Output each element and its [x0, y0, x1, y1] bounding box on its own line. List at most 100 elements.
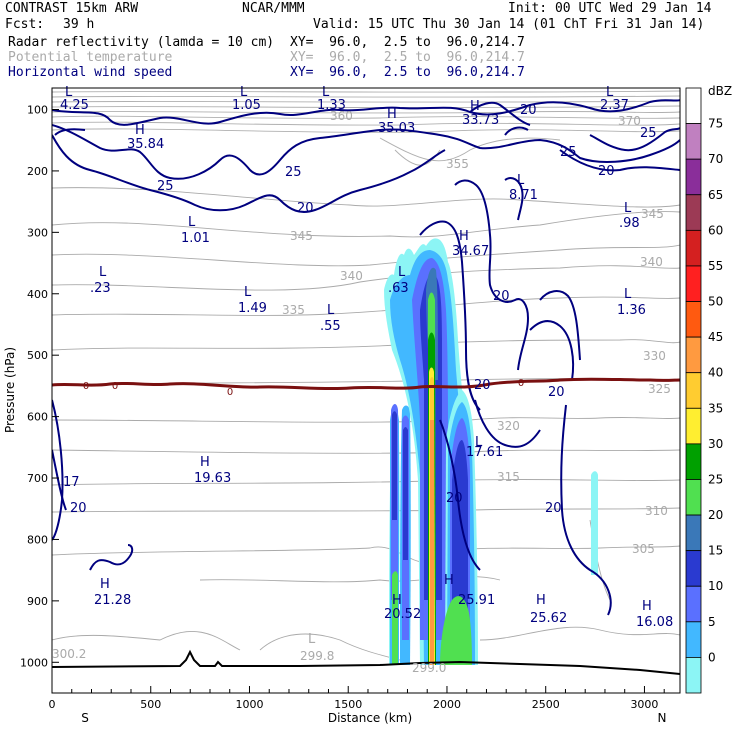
y-tick-label: 700	[27, 472, 48, 485]
colorbar-label: 20	[708, 508, 723, 522]
x-axis-label: Distance (km)	[328, 711, 412, 725]
colorbar-swatch	[685, 585, 702, 623]
y-axis-label: Pressure (hPa)	[3, 347, 17, 433]
colorbar-label: 15	[708, 544, 723, 558]
terrain-line	[52, 649, 680, 675]
extremum-type: H	[392, 593, 402, 608]
y-tick-label: 200	[27, 165, 48, 178]
colorbar-swatch	[685, 550, 702, 587]
colorbar-label: 70	[708, 152, 723, 166]
x-tick-label: 2000	[433, 698, 461, 711]
y-tick-label: 1000	[20, 656, 48, 669]
extremum-type: L	[624, 201, 632, 216]
theta-contours-upper	[52, 90, 680, 166]
x-axis-north: N	[658, 711, 667, 725]
init-time: Init: 00 UTC Wed 29 Jan 14	[508, 1, 712, 16]
extremum-value: 1.05	[232, 98, 261, 113]
y-tick-label: 600	[27, 411, 48, 424]
extremum-value: 20.52	[384, 607, 421, 622]
reflectivity-columns	[384, 238, 598, 665]
extremum-type: L	[99, 265, 107, 280]
extremum-value: 8.71	[509, 188, 538, 203]
extremum-type: L	[188, 215, 196, 230]
y-tick-label: 800	[27, 533, 48, 546]
x-tick-label: 0	[49, 698, 56, 711]
wind-label: 25	[640, 126, 657, 141]
extremum-value: 1.36	[617, 303, 646, 318]
reflectivity-col-strong	[440, 596, 472, 665]
colorbar-swatch	[685, 514, 702, 552]
forecast-hour: 39 h	[63, 17, 95, 32]
wind-label: 20	[493, 289, 510, 304]
x-tick-label: 500	[140, 698, 161, 711]
extremum-value: .63	[388, 281, 409, 296]
extremum-type: L	[475, 435, 483, 450]
extremum-type: L	[244, 285, 252, 300]
wind-label: 20	[545, 501, 562, 516]
extremum-value: .23	[90, 281, 111, 296]
theta-label: 310	[645, 504, 668, 518]
theta-label: 305	[632, 542, 655, 556]
theta-label: 320	[497, 419, 520, 433]
extremum-value: 34.67	[452, 244, 489, 259]
colorbar-swatch	[685, 123, 702, 160]
colorbar-label: 55	[708, 259, 723, 273]
colorbar-swatch	[685, 372, 702, 409]
extremum-type: L	[308, 632, 316, 647]
theta-label: 330	[643, 349, 666, 363]
extremum-type: H	[135, 123, 145, 138]
colorbar-label: 40	[708, 366, 723, 380]
colorbar-swatch	[685, 621, 702, 658]
theta-label: 340	[640, 255, 663, 269]
freezing-level: 0 0 0 0	[52, 377, 680, 398]
wind-label: 20	[548, 385, 565, 400]
reflectivity-col-mod	[392, 571, 398, 665]
reflectivity-col-mod	[403, 427, 408, 560]
wind-label: 25	[157, 179, 174, 194]
wind-contours	[52, 99, 680, 616]
valid-time: Valid: 15 UTC Thu 30 Jan 14 (01 ChT Fri …	[313, 17, 705, 32]
extremum-type: H	[642, 599, 652, 614]
colorbar-swatch	[685, 479, 702, 516]
extremum-type: H	[470, 99, 480, 114]
field-xy-reflectivity: XY= 96.0, 2.5 to 96.0,214.7	[290, 35, 525, 50]
colorbar-swatch	[685, 229, 702, 267]
axes: 0 500 1000 1500 2000 2500 30001002003004005006…	[20, 103, 665, 711]
colorbar-swatch	[685, 407, 702, 445]
theta-contours-mid	[52, 187, 680, 666]
x-axis-south: S	[81, 711, 89, 725]
extremum-value: .55	[320, 319, 341, 334]
wind-label: 25	[285, 165, 302, 180]
colorbar-label: 30	[708, 437, 723, 451]
field-name-wind: Horizontal wind speed	[8, 65, 173, 80]
extremum-value: 25.91	[458, 593, 495, 608]
theta-label: 345	[290, 229, 313, 243]
extremum-type: L	[322, 85, 330, 100]
colorbar-label: 0	[708, 650, 716, 664]
freezing-label: 0	[83, 381, 89, 392]
y-tick-label: 500	[27, 349, 48, 362]
y-tick-label: 900	[27, 595, 48, 608]
extremum-value: 35.03	[378, 121, 415, 136]
colorbar-swatch	[685, 194, 702, 231]
model-title: CONTRAST 15km ARW	[5, 1, 139, 16]
wind-label: 20	[446, 491, 463, 506]
theta-label: 335	[282, 303, 305, 317]
theta-label: 345	[641, 207, 664, 221]
theta-label: 360	[330, 109, 353, 123]
theta-label: 299.0	[412, 661, 446, 675]
y-tick-label: 400	[27, 288, 48, 301]
extremum-type: L	[517, 173, 525, 188]
extremum-value: .98	[619, 216, 640, 231]
colorbar-label: 60	[708, 223, 723, 237]
extremum-value: 4.25	[60, 98, 89, 113]
y-tick-label: 300	[27, 226, 48, 239]
colorbar-swatch	[685, 265, 702, 302]
extremum-value: 1.49	[238, 301, 267, 316]
colorbar-swatch	[685, 158, 702, 196]
plot-frame	[51, 87, 681, 694]
colorbar-label: 10	[708, 579, 723, 593]
extremum-type: L	[624, 287, 632, 302]
colorbar-swatch	[685, 87, 702, 124]
